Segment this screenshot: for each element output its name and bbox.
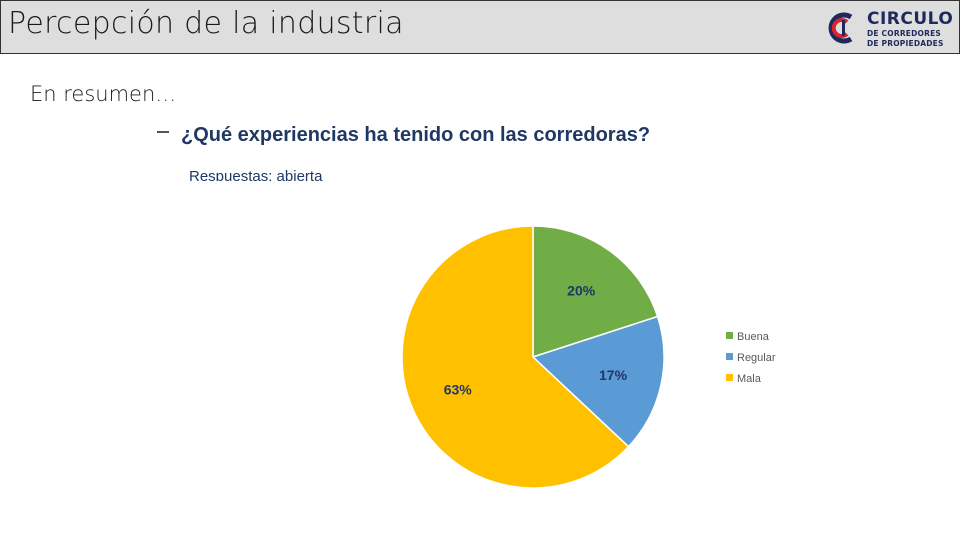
logo-line-1: CIRCULO: [867, 9, 954, 29]
pie-slices: [401, 225, 665, 489]
brand-logo: CIRCULO DE CORREDORES DE PROPIEDADES: [827, 9, 955, 49]
pie-slice-buena: [532, 225, 659, 359]
legend-label-buena: Buena: [737, 331, 770, 343]
pie-slice-mala: [401, 225, 630, 489]
chart-legend: Buena Regular Mala: [726, 331, 776, 385]
pie-labels: 20% 17% 63%: [444, 283, 628, 398]
slide-subtitle: En resumen…: [30, 82, 177, 106]
slice-label-buena: 20%: [567, 283, 596, 299]
page-title: Percepción de la industria: [8, 6, 404, 41]
responses-note: Respuestas: abierta: [189, 168, 323, 181]
slice-label-regular: 17%: [599, 367, 628, 383]
logo-mark-icon: [828, 12, 853, 44]
logo-wordmark: CIRCULO DE CORREDORES DE PROPIEDADES: [867, 11, 953, 47]
legend-label-mala: Mala: [737, 373, 762, 385]
slice-label-mala: 63%: [444, 382, 473, 398]
logo-line-3: DE PROPIEDADES: [867, 38, 944, 48]
survey-question: ¿Qué experiencias ha tenido con las corr…: [181, 124, 651, 146]
legend-swatch-buena: [726, 332, 733, 339]
legend-label-regular: Regular: [737, 352, 776, 364]
legend-swatch-regular: [726, 353, 733, 360]
crop-mark: [157, 131, 169, 133]
pie-slice-regular: [531, 315, 665, 448]
title-bar: Percepción de la industria CIRCULO DE CO…: [0, 0, 960, 54]
logo-line-2: DE CORREDORES: [867, 29, 942, 38]
legend-swatch-mala: [726, 374, 733, 381]
